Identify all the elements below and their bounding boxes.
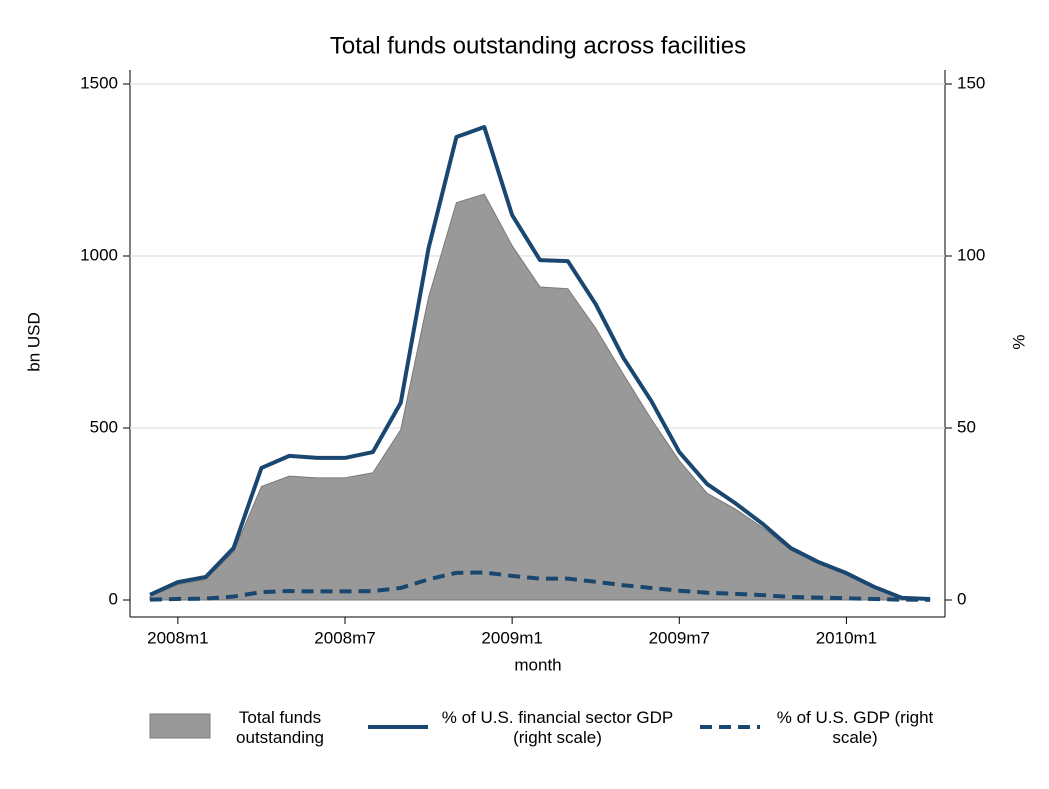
legend-label: % of U.S. GDP (right scale) [776, 708, 934, 747]
y-tick-label: 1500 [80, 73, 118, 92]
area [149, 193, 931, 601]
y2-axis-title: % [1009, 334, 1028, 349]
x-tick-label: 2008m1 [147, 628, 208, 647]
chart-title: Total funds outstanding across facilitie… [330, 32, 746, 59]
x-tick-label: 2008m7 [314, 628, 375, 647]
y2-tick-label: 150 [957, 73, 985, 92]
legend-swatch [149, 713, 211, 739]
y2-tick-label: 50 [957, 417, 976, 436]
y-axis-title: bn USD [24, 312, 43, 372]
y-tick-label: 1000 [80, 245, 118, 264]
x-tick-label: 2009m7 [649, 628, 710, 647]
x-axis-title: month [514, 655, 561, 674]
y-tick-label: 0 [109, 589, 118, 608]
y-tick-label: 500 [90, 417, 118, 436]
line [149, 570, 931, 602]
legend-label: Total funds outstanding [236, 708, 324, 747]
line [149, 125, 931, 601]
legend-label: % of U.S. financial sector GDP (right sc… [441, 708, 674, 747]
y2-tick-label: 100 [957, 245, 985, 264]
x-tick-label: 2009m1 [481, 628, 542, 647]
y2-tick-label: 0 [957, 589, 966, 608]
x-tick-label: 2010m1 [816, 628, 877, 647]
